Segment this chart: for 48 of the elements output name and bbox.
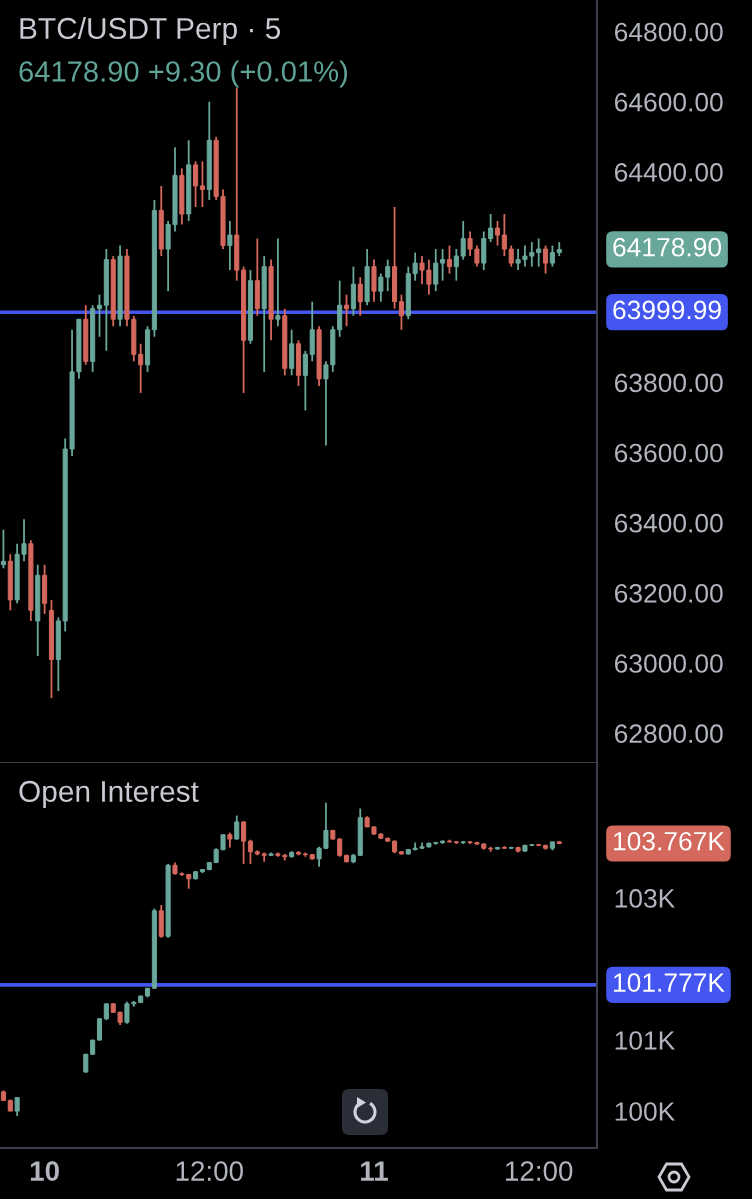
y-tick-label: 64800.00 — [615, 22, 723, 42]
x-tick-label: 11 — [361, 1161, 388, 1181]
candlestick — [302, 349, 308, 412]
candlestick — [234, 814, 240, 841]
y-tick-label: 64400.00 — [615, 163, 723, 182]
y-tick-label: 63600.00 — [615, 443, 723, 463]
y-tick-label: 63800.00 — [615, 373, 723, 393]
ref-line-label: 101.777K — [614, 973, 725, 992]
ref-line-label: 63999.99 — [613, 300, 721, 320]
candlestick — [83, 1053, 89, 1074]
candlestick — [542, 244, 549, 275]
candlestick — [227, 220, 233, 272]
y-tick-label: 63000.00 — [615, 654, 723, 673]
candlestick — [501, 213, 507, 257]
y-tick-label: 103K — [615, 889, 675, 908]
candlestick — [199, 160, 205, 208]
text: 64178.90 +9.30 (+0.01%) — [19, 60, 348, 88]
candlestick — [433, 248, 439, 293]
x-tick-label: 10 — [30, 1161, 59, 1181]
candlestick — [193, 160, 199, 208]
y-tick-label: 101K — [615, 1031, 675, 1050]
text: BTC/USDT Perp · 5 — [20, 17, 281, 45]
candlestick — [549, 244, 555, 268]
candlestick — [440, 248, 446, 282]
text: 103.767K — [614, 831, 725, 851]
candlestick — [14, 1096, 20, 1117]
candlestick — [357, 276, 363, 317]
candlestick — [247, 838, 254, 865]
candlestick — [494, 220, 501, 247]
candlestick — [96, 1017, 103, 1042]
x-tick-label: 12:00 — [506, 1161, 573, 1181]
text: Open Interest — [19, 780, 199, 808]
candlestick — [96, 293, 103, 338]
candlestick — [0, 528, 6, 570]
y-tick-label: 63400.00 — [615, 513, 723, 533]
x-tick-label: 12:00 — [176, 1161, 243, 1181]
candlestick — [488, 213, 494, 243]
candlestick — [446, 244, 453, 275]
y-tick-label: 64600.00 — [615, 92, 723, 112]
candlestick — [241, 820, 247, 865]
text: 64178.90 — [613, 237, 722, 257]
y-tick-label: 100K — [615, 1102, 675, 1121]
y-tick-label: 62800.00 — [615, 724, 723, 743]
candlestick — [275, 237, 281, 328]
candlestick — [343, 293, 350, 328]
candlestick — [508, 244, 514, 268]
candlestick — [398, 293, 404, 331]
y-tick-label: 63200.00 — [615, 583, 723, 603]
